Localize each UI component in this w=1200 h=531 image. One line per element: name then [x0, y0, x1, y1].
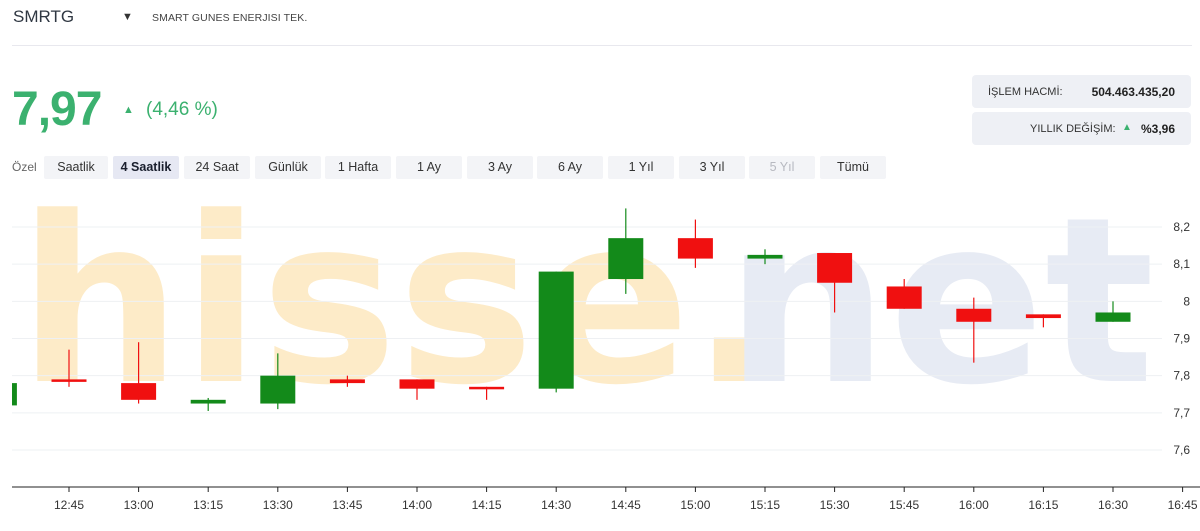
candle-body	[1095, 312, 1131, 322]
price-change-percent: (4,46 %)	[146, 99, 218, 120]
candle-body	[956, 308, 992, 322]
chart-gridlines	[12, 226, 1162, 451]
candle	[608, 208, 644, 294]
candle	[329, 375, 365, 387]
candle	[0, 383, 17, 406]
range-button-24-hours[interactable]: 24 Saat	[184, 156, 250, 179]
last-price: 7,97	[12, 83, 102, 136]
x-tick-label: 15:00	[680, 498, 710, 512]
candle-body	[190, 399, 226, 404]
y-tick-label: 8,2	[1173, 220, 1190, 234]
volume-stat-box: İŞLEM HACMİ: 504.463.435,20	[972, 75, 1191, 108]
x-tick-label: 13:30	[263, 498, 293, 512]
x-tick-label: 14:30	[541, 498, 571, 512]
yearly-up-arrow-icon: ▲	[1122, 122, 1132, 133]
candle	[1025, 314, 1061, 328]
range-button-hourly[interactable]: Saatlik	[44, 156, 108, 179]
yearly-change-stat-box: YILLIK DEĞİŞİM: ▲ %3,96	[972, 112, 1191, 145]
y-tick-label: 7,9	[1173, 332, 1190, 346]
x-tick-label: 14:00	[402, 498, 432, 512]
candle-body	[51, 379, 87, 382]
candle	[399, 379, 435, 400]
y-tick-label: 7,8	[1173, 369, 1190, 383]
candle	[51, 349, 87, 387]
candle-body	[677, 238, 713, 259]
volume-value: 504.463.435,20	[1091, 85, 1175, 99]
candle	[469, 386, 505, 400]
x-tick-label: 13:45	[332, 498, 362, 512]
x-tick-label: 16:00	[959, 498, 989, 512]
y-tick-label: 7,6	[1173, 443, 1190, 457]
x-tick-label: 16:30	[1098, 498, 1128, 512]
volume-label: İŞLEM HACMİ:	[988, 86, 1063, 98]
price-up-arrow-icon: ▲	[123, 104, 134, 116]
dropdown-caret-icon[interactable]: ▼	[122, 11, 133, 23]
candle-body	[260, 375, 296, 404]
x-tick-label: 15:15	[750, 498, 780, 512]
range-button-6-months[interactable]: 6 Ay	[537, 156, 603, 179]
range-button-3-years[interactable]: 3 Yıl	[679, 156, 745, 179]
range-button-all[interactable]: Tümü	[820, 156, 886, 179]
range-button-3-months[interactable]: 3 Ay	[467, 156, 533, 179]
y-axis: 7,6 7,7 7,8 7,9 8 8,1 8,2	[1173, 220, 1190, 457]
range-button-5-years: 5 Yıl	[749, 156, 815, 179]
candle	[260, 353, 296, 410]
x-tick-label: 16:45	[1168, 498, 1198, 512]
x-axis: 12:45 13:00 13:15 13:30 13:45 14:00 14:15 14:30…	[12, 486, 1200, 512]
candle-body	[538, 271, 574, 389]
candle	[121, 342, 157, 404]
candle-body	[747, 254, 783, 259]
range-custom-label[interactable]: Özel	[12, 160, 37, 174]
header-bar: SMRTG ▼ SMART GUNES ENERJISI TEK.	[12, 0, 1192, 46]
candle	[817, 253, 853, 313]
y-tick-label: 7,7	[1173, 406, 1190, 420]
x-tick-label: 12:45	[54, 498, 84, 512]
yearly-change-label: YILLIK DEĞİŞİM:	[1030, 123, 1116, 135]
candle	[538, 271, 574, 393]
watermark-text-net: net	[725, 185, 1155, 436]
x-tick-label: 14:45	[611, 498, 641, 512]
candle	[190, 397, 226, 411]
x-tick-label: 15:45	[889, 498, 919, 512]
chart-candles	[0, 208, 1131, 411]
candle	[886, 279, 922, 309]
candle-body	[1025, 314, 1061, 319]
candle	[677, 219, 713, 268]
candle-body	[329, 379, 365, 384]
yearly-change-value: %3,96	[1140, 122, 1175, 136]
candle-body	[121, 383, 157, 400]
candle-body	[886, 286, 922, 309]
candle-body	[608, 238, 644, 280]
candle	[747, 249, 783, 265]
range-button-1-month[interactable]: 1 Ay	[396, 156, 462, 179]
x-tick-label: 14:15	[472, 498, 502, 512]
y-tick-label: 8,1	[1173, 257, 1190, 271]
candle-body	[469, 386, 505, 390]
y-tick-label: 8	[1183, 294, 1190, 308]
x-tick-label: 13:00	[124, 498, 154, 512]
range-button-daily[interactable]: Günlük	[255, 156, 321, 179]
range-button-1-week[interactable]: 1 Hafta	[325, 156, 391, 179]
candlestick-chart[interactable]: hisse. net 7,67,77,87,988,18,2 12:45 13:0…	[0, 185, 1200, 531]
ticker-symbol: SMRTG	[13, 7, 75, 26]
candle	[956, 297, 992, 363]
candle-body	[399, 379, 435, 389]
range-button-4-hourly[interactable]: 4 Saatlik	[113, 156, 179, 179]
company-name: SMART GUNES ENERJISI TEK.	[152, 12, 308, 24]
candle-body	[817, 253, 853, 283]
x-tick-label: 13:15	[193, 498, 223, 512]
x-tick-label: 15:30	[820, 498, 850, 512]
range-button-1-year[interactable]: 1 Yıl	[608, 156, 674, 179]
candle	[1095, 301, 1131, 322]
x-tick-label: 16:15	[1028, 498, 1058, 512]
candle-body	[12, 383, 17, 406]
